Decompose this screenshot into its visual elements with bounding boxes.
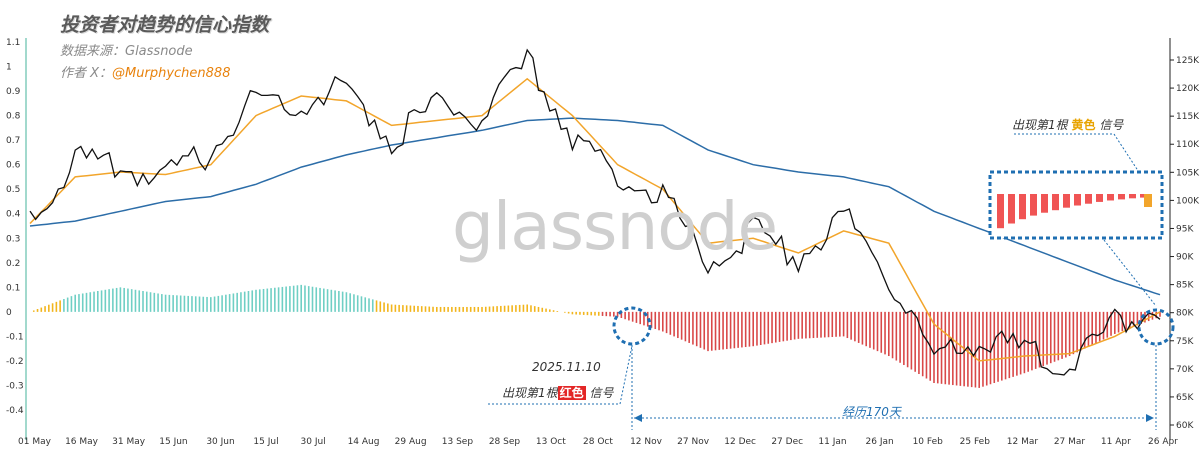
yellow-note-pre: 出现第1根 — [1012, 118, 1068, 132]
x-tick-label: 12 Dec — [724, 437, 756, 447]
y-left-tick-label: 0.7 — [6, 136, 20, 146]
y-left-tick-label: 1.1 — [6, 38, 20, 48]
x-tick-label: 13 Oct — [536, 437, 566, 447]
inset-red-bar — [1052, 194, 1059, 211]
yellow-callout-connector — [1014, 133, 1149, 187]
yellow-note-post: 信号 — [1099, 118, 1124, 132]
y-right-tick-label: 70K — [1176, 365, 1194, 375]
y-left-tick-label: 0.5 — [6, 185, 20, 195]
author-line: 作者 X：@Murphychen888 — [60, 62, 230, 81]
x-tick-label: 16 May — [65, 437, 99, 447]
inset-red-bar — [1096, 194, 1103, 202]
inset-red-bar — [1041, 194, 1048, 213]
red-note-post: 信号 — [589, 386, 614, 400]
y-right-tick-label: 65K — [1176, 393, 1194, 403]
x-tick-label: 27 Mar — [1054, 437, 1086, 447]
inset-red-bar — [997, 194, 1004, 229]
chart-title: 投资者对趋势的信心指数 — [60, 14, 270, 36]
y-right-tick-label: 115K — [1176, 112, 1200, 122]
inset-red-bar — [1063, 194, 1070, 208]
inset-yellow-bar — [1144, 194, 1152, 207]
x-tick-label: 28 Oct — [583, 437, 613, 447]
yellow-note-word: 黄色 — [1071, 118, 1096, 132]
red-note-pre: 出现第1根 — [502, 386, 558, 400]
inset-red-bar — [1140, 194, 1147, 198]
y-right-tick-label: 90K — [1176, 253, 1194, 263]
data-source: 数据来源：Glassnode — [60, 44, 193, 59]
red-callout-connector — [488, 345, 633, 405]
y-left-tick-label: -0.3 — [6, 381, 24, 391]
y-right-tick-label: 110K — [1176, 140, 1200, 150]
red-signal-note: 出现第1根 红色 信号 — [502, 384, 614, 401]
inset-red-bar — [1019, 194, 1026, 220]
y-left-tick-label: 0 — [6, 308, 12, 318]
y-left-tick-label: 0.6 — [6, 161, 21, 171]
long-ma-line — [29, 117, 1161, 296]
y-left-tick-label: 0.4 — [6, 210, 21, 220]
x-tick-label: 11 Jan — [818, 437, 846, 447]
inset-red-bar — [1107, 194, 1114, 201]
y-right-tick-label: 75K — [1176, 337, 1194, 347]
x-tick-label: 11 Apr — [1101, 437, 1131, 447]
short-ma-line — [29, 77, 1161, 362]
x-tick-label: 28 Sep — [489, 437, 521, 447]
y-right-tick-label: 105K — [1176, 168, 1200, 178]
y-right-tick-label: 100K — [1176, 196, 1200, 206]
y-right-tick-label: 95K — [1176, 224, 1194, 234]
y-left-tick-label: -0.4 — [6, 406, 24, 416]
y-left-tick-label: 0.1 — [6, 283, 20, 293]
author-prefix: 作者 X： — [60, 66, 113, 81]
y-left-tick-label: 0.2 — [6, 259, 20, 269]
x-tick-label: 25 Feb — [960, 437, 991, 447]
confidence-index-line — [29, 48, 1161, 376]
y-right-tick-label: 120K — [1176, 84, 1200, 94]
x-tick-label: 30 Jul — [301, 437, 326, 447]
y-left-tick-label: -0.1 — [6, 332, 24, 342]
y-right-tick-label: 60K — [1176, 421, 1194, 431]
watermark: glassnode — [452, 188, 778, 265]
y-right-tick-label: 85K — [1176, 281, 1194, 291]
inset-red-bar — [1118, 194, 1125, 200]
x-tick-label: 26 Apr — [1148, 437, 1178, 447]
x-tick-label: 26 Jan — [866, 437, 894, 447]
inset-red-bar — [1129, 194, 1136, 199]
inset-red-bar — [1074, 194, 1081, 206]
x-tick-label: 12 Mar — [1007, 437, 1039, 447]
x-tick-label: 30 Jun — [206, 437, 234, 447]
x-tick-label: 27 Nov — [677, 437, 710, 447]
yellow-signal-callout-circle — [1137, 308, 1175, 346]
inset-connector — [1103, 239, 1157, 307]
y-left-tick-label: 1 — [6, 63, 12, 73]
x-tick-label: 12 Nov — [630, 437, 663, 447]
x-tick-label: 15 Jun — [159, 437, 187, 447]
x-tick-label: 31 May — [112, 437, 146, 447]
duration-label: 经历170天 — [842, 405, 901, 419]
y-left-tick-label: -0.2 — [6, 357, 24, 367]
duration-arrow-head-right — [1146, 414, 1154, 422]
red-signal-callout-circle — [612, 306, 652, 346]
y-right-tick-label: 80K — [1176, 309, 1194, 319]
inset-red-bar — [1008, 194, 1015, 224]
author-handle[interactable]: @Murphychen888 — [112, 66, 231, 81]
x-tick-label: 15 Jul — [253, 437, 278, 447]
x-tick-label: 29 Aug — [395, 437, 427, 447]
x-tick-label: 14 Aug — [348, 437, 380, 447]
x-tick-label: 13 Sep — [442, 437, 474, 447]
duration-arrow-head-left — [634, 414, 642, 422]
x-tick-label: 27 Dec — [771, 437, 803, 447]
inset-red-bar — [1030, 194, 1037, 216]
x-tick-label: 10 Feb — [913, 437, 944, 447]
y-left-tick-label: 0.9 — [6, 87, 21, 97]
red-note-word: 红色 — [557, 386, 586, 400]
x-tick-label: 01 May — [18, 437, 52, 447]
y-left-tick-label: 0.3 — [6, 234, 20, 244]
y-left-tick-label: 0.8 — [6, 112, 21, 122]
y-right-tick-label: 125K — [1176, 56, 1200, 66]
inset-red-bar — [1085, 194, 1092, 204]
yellow-signal-note: 出现第1根 黄色 信号 — [1012, 116, 1123, 133]
red-signal-date: 2025.11.10 — [532, 360, 601, 374]
